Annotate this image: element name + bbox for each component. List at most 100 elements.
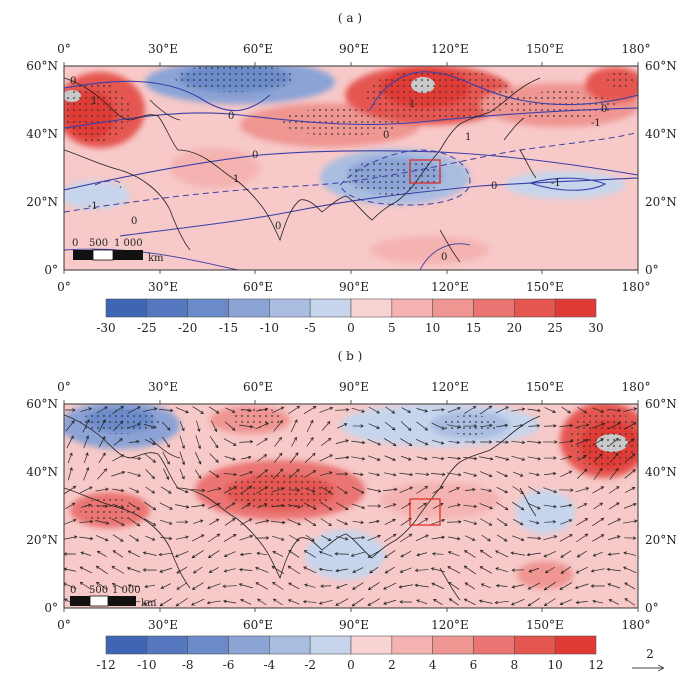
wind-vector (479, 549, 492, 559)
wind-vector (447, 566, 461, 574)
wind-vector (447, 551, 460, 557)
anomaly-west-asia (170, 148, 260, 188)
colorbar-segment (269, 635, 311, 655)
wind-vector (98, 452, 106, 464)
wind-vector (527, 597, 540, 607)
wind-vector (191, 503, 206, 508)
wind-vector (272, 503, 285, 508)
wind-vector (622, 566, 637, 574)
panel-a-axis-ticks: 0° 30°E 60°E 90°E 120°E 150°E 180° 0° 30… (26, 42, 677, 294)
panel-a: ( a ) (26, 11, 677, 335)
wind-vector (464, 582, 475, 590)
wind-vector (159, 408, 174, 413)
wind-vector (209, 453, 219, 463)
wind-vector (352, 472, 364, 477)
wind-vector (623, 519, 638, 524)
wind-vector (239, 440, 254, 444)
wind-vector (607, 408, 622, 413)
wind-vector (480, 488, 493, 493)
wind-vector (83, 452, 89, 464)
wind-vector (160, 486, 172, 494)
wind-vector (606, 567, 621, 572)
wind-vector (318, 599, 333, 605)
wind-vector (560, 550, 572, 558)
wind-vector (195, 435, 202, 450)
wind-vector (511, 407, 526, 412)
wind-vector (162, 436, 170, 448)
colorbar-segment (228, 635, 270, 655)
wind-vector (352, 424, 364, 428)
wind-vector (512, 471, 524, 477)
colorbar-segment (554, 298, 597, 318)
wind-vector (335, 455, 350, 460)
wind-vector (463, 504, 478, 509)
wind-vector (577, 503, 588, 509)
colorbar-tick-label: -20 (178, 321, 197, 335)
colorbar-tick-label: -30 (96, 321, 115, 335)
wind-vector (368, 472, 381, 477)
wind-vector (591, 422, 606, 429)
wind-vector (225, 407, 236, 413)
wind-vector (176, 566, 188, 574)
colorbar-segment (350, 635, 393, 655)
wind-vector (463, 405, 477, 414)
wind-vector (511, 584, 524, 589)
wind-vector (593, 502, 604, 510)
wind-vector (463, 550, 476, 558)
wind-vector (495, 583, 508, 588)
wind-vector (575, 566, 588, 574)
wind-vector (209, 518, 220, 526)
wind-vector (127, 583, 140, 588)
wind-vector (609, 467, 619, 480)
wind-vector (430, 567, 445, 573)
wind-vector (336, 486, 348, 494)
colorbar-segment (187, 298, 229, 318)
wind-vector (303, 566, 317, 574)
wind-vector (113, 438, 123, 446)
wind-vector (159, 567, 173, 573)
bottom-tick: 60°E (243, 618, 273, 632)
right-tick: 0° (645, 601, 659, 615)
wind-vector (321, 535, 332, 541)
wind-vector (414, 583, 429, 588)
wind-vector (303, 405, 317, 414)
wind-vector (305, 534, 315, 542)
wind-vector (432, 456, 445, 461)
bottom-tick: 120°E (431, 618, 469, 632)
wind-vector (175, 407, 189, 414)
wind-vector (320, 584, 332, 588)
wind-vector (335, 568, 349, 573)
wind-vector (335, 502, 349, 510)
wind-vector (206, 600, 221, 605)
wind-vector (527, 440, 542, 445)
wind-vector (208, 470, 220, 478)
wind-vector (291, 436, 297, 447)
contour-label: 1 (409, 99, 415, 110)
wind-vector (273, 452, 283, 464)
wind-vector (143, 407, 158, 412)
wind-vector (144, 518, 157, 526)
wind-vector (304, 583, 316, 588)
wind-vector (159, 502, 173, 510)
colorbar-tick-label: -10 (137, 658, 156, 672)
colorbar-tick-label: -12 (96, 658, 115, 672)
wind-vector (448, 598, 459, 606)
wind-vector (351, 407, 366, 413)
anomaly-atlantic (64, 181, 130, 209)
wind-vector (416, 599, 428, 605)
wind-vector (511, 568, 524, 572)
wind-vector (624, 582, 636, 590)
wind-vector (593, 467, 603, 480)
wind-vector (592, 438, 604, 446)
scale-unit: km (141, 598, 157, 609)
wind-vector (337, 423, 348, 429)
wind-vector (400, 438, 413, 446)
wind-vector (335, 439, 349, 444)
top-tick: 120°E (431, 42, 469, 56)
right-tick: 40°N (645, 465, 677, 479)
wind-vector (367, 581, 380, 591)
contour-label: 0 (491, 181, 497, 192)
wind-vector (383, 472, 397, 477)
wind-vector (464, 440, 476, 444)
wind-vector (191, 582, 204, 590)
